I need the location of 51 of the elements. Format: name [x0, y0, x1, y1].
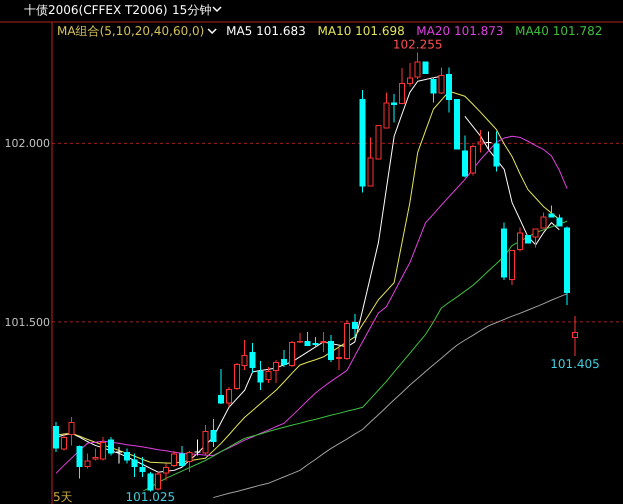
annotation: 101.405 — [550, 356, 600, 371]
y-tick-label: 101.500 — [4, 316, 50, 329]
text: MA10 101.698 — [318, 24, 405, 38]
text: MA20 101.873 — [416, 24, 504, 38]
candlestick — [60, 434, 67, 451]
chart-subtitle: 15分钟 — [172, 3, 212, 17]
candlestick — [485, 130, 492, 150]
candlestick — [564, 226, 570, 306]
legend-label: MA5 101.683 — [226, 24, 306, 38]
chart-title: 十债2006(CFFEX T2006) — [24, 3, 168, 17]
candlestick — [352, 314, 358, 338]
candlestick — [336, 347, 342, 371]
candlestick — [446, 66, 452, 113]
candlestick — [273, 360, 280, 384]
candlestick — [493, 130, 500, 172]
candlestick — [170, 450, 177, 468]
candlestick — [320, 331, 326, 352]
candlestick — [147, 472, 154, 492]
candlestick — [312, 336, 318, 346]
candlestick — [210, 418, 216, 448]
candlestick — [281, 350, 288, 368]
candlestick — [572, 315, 578, 356]
candlestick — [140, 456, 146, 478]
text: MA40 101.782 — [515, 24, 602, 38]
candlestick — [250, 342, 256, 374]
candlestick — [218, 368, 224, 404]
candlestick — [155, 472, 162, 490]
candlestick — [462, 135, 468, 178]
annotation: 5天 — [53, 490, 73, 504]
annotation: 102.255 — [392, 37, 443, 52]
candlestick — [68, 416, 75, 446]
candlestick — [344, 319, 350, 361]
candlestick — [478, 130, 484, 153]
candlestick — [186, 450, 193, 473]
candlestick — [115, 446, 122, 464]
candlestick — [194, 438, 202, 456]
candlestick — [178, 446, 185, 468]
legend-title: MA组合(5,10,20,40,60,0) — [57, 24, 204, 38]
annotation: 101.025 — [126, 490, 176, 504]
candlestick — [391, 94, 398, 123]
candlestick — [76, 446, 83, 479]
candlestick — [265, 366, 272, 384]
candlestick — [288, 340, 295, 366]
candlestick — [84, 452, 90, 469]
candlestick — [406, 62, 413, 87]
y-tick-label: 102.000 — [4, 137, 50, 150]
candlestick — [360, 90, 366, 194]
candlestick — [501, 222, 508, 280]
candlestick — [328, 334, 334, 362]
candlestick — [257, 360, 264, 391]
candlestick — [438, 66, 444, 94]
